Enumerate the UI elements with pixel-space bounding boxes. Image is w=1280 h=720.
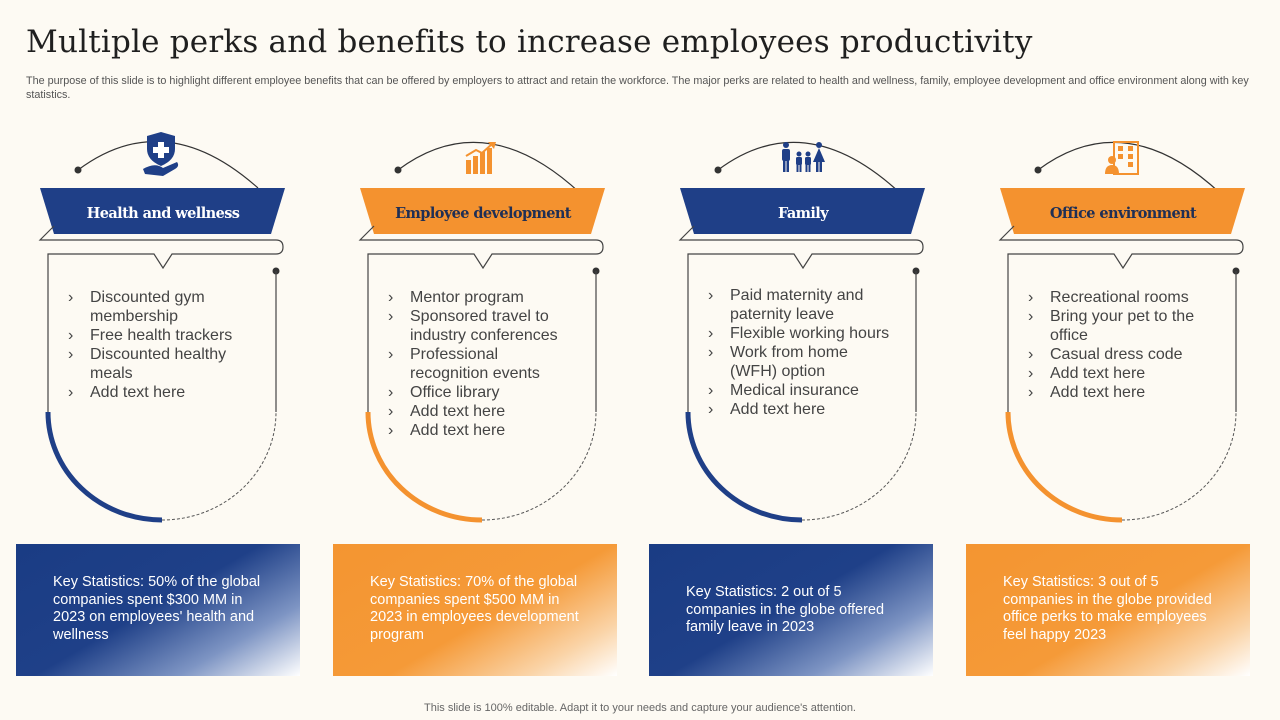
chevron-right-icon: › xyxy=(1028,308,1034,325)
list-item: › Casual dress code xyxy=(1028,346,1183,363)
health-shield-icon xyxy=(143,132,179,176)
header-banner-health xyxy=(40,188,285,234)
key-statistics-box: Key Statistics: 3 out of 5 companies in … xyxy=(966,544,1250,676)
category-header: Office environment xyxy=(1049,205,1197,222)
column-frame-office xyxy=(998,141,1245,523)
chevron-right-icon: › xyxy=(388,422,394,439)
chevron-right-icon: › xyxy=(1028,384,1034,401)
chevron-right-icon: › xyxy=(388,308,394,325)
list-item: › Add text here xyxy=(388,422,506,439)
chevron-right-icon: › xyxy=(708,401,714,418)
list-item: › Recreational rooms xyxy=(1028,289,1189,306)
column-frame-development xyxy=(358,141,605,523)
category-health: Health and wellness › Discounted gym memb… xyxy=(0,0,320,720)
chevron-right-icon: › xyxy=(708,382,714,399)
category-family: Family › Paid maternity and paternity lea… xyxy=(640,0,960,720)
list-item: › Discounted gym membership xyxy=(68,289,205,325)
growth-chart-icon xyxy=(465,142,496,174)
key-statistics-box: Key Statistics: 2 out of 5 companies in … xyxy=(649,544,933,676)
list-item: › Paid maternity and paternity leave xyxy=(708,287,864,323)
key-statistics-box: Key Statistics: 70% of the global compan… xyxy=(333,544,617,676)
list-item: › Work from home (WFH) option xyxy=(708,344,848,380)
chevron-right-icon: › xyxy=(1028,289,1034,306)
chevron-right-icon: › xyxy=(1028,346,1034,363)
perk-list: › Mentor program › Sponsored travel to ind… xyxy=(386,288,576,440)
family-icon xyxy=(782,142,825,172)
list-item: › Bring your pet to the office xyxy=(1028,308,1195,344)
list-item: › Add text here xyxy=(388,403,506,420)
chevron-right-icon: › xyxy=(388,403,394,420)
chevron-right-icon: › xyxy=(68,289,74,306)
chevron-right-icon: › xyxy=(388,384,394,401)
perk-list: › Discounted gym membership › Free health … xyxy=(66,288,256,402)
list-item: › Mentor program xyxy=(388,289,524,306)
list-item: › Professional recognition events xyxy=(388,346,540,382)
category-header: Family xyxy=(777,205,829,222)
header-banner-office xyxy=(1000,188,1245,234)
perk-list: › Recreational rooms › Bring your pet to t… xyxy=(1026,288,1216,402)
footer-note: This slide is 100% editable. Adapt it to… xyxy=(424,702,856,714)
category-header: Health and wellness xyxy=(86,205,240,222)
chevron-right-icon: › xyxy=(708,287,714,304)
chevron-right-icon: › xyxy=(388,289,394,306)
list-item: › Add text here xyxy=(68,384,186,401)
chevron-right-icon: › xyxy=(388,346,394,363)
column-frame-family xyxy=(678,141,925,523)
list-item: › Add text here xyxy=(1028,384,1146,401)
list-item: › Free health trackers xyxy=(68,327,233,344)
chevron-right-icon: › xyxy=(68,384,74,401)
chevron-right-icon: › xyxy=(708,325,714,342)
chevron-right-icon: › xyxy=(68,327,74,344)
header-banner-development xyxy=(360,188,605,234)
chevron-right-icon: › xyxy=(68,346,74,363)
slide-subtitle: The purpose of this slide is to highligh… xyxy=(26,75,1249,101)
list-item: › Add text here xyxy=(1028,365,1146,382)
chevron-right-icon: › xyxy=(708,344,714,361)
office-building-icon xyxy=(1105,141,1139,175)
category-office: Office environment › Recreational rooms ›… xyxy=(960,0,1280,720)
chevron-right-icon: › xyxy=(1028,365,1034,382)
header-banner-family xyxy=(680,188,925,234)
column-frame-health xyxy=(38,132,285,523)
list-item: › Discounted healthy meals xyxy=(68,346,227,382)
slide-title: Multiple perks and benefits to increase … xyxy=(26,24,1033,60)
key-statistics-box: Key Statistics: 50% of the global compan… xyxy=(16,544,300,676)
category-development: Employee development › Mentor program › Sp… xyxy=(320,0,640,720)
category-header: Employee development xyxy=(395,205,571,222)
list-item: › Add text here xyxy=(708,401,826,418)
perk-list: › Paid maternity and paternity leave › Fle… xyxy=(706,286,896,419)
list-item: › Medical insurance xyxy=(708,382,859,399)
list-item: › Sponsored travel to industry conference… xyxy=(388,308,558,344)
list-item: › Flexible working hours xyxy=(708,325,890,342)
list-item: › Office library xyxy=(388,384,500,401)
